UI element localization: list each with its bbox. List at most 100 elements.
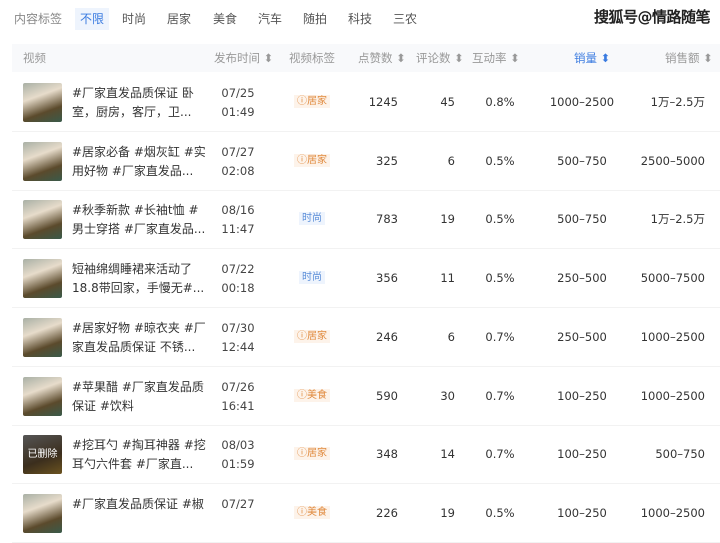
table-row[interactable]: #秋季新款 #长袖t恤 #男士穿搭 #厂家直发品... 08/16 11:47 时… [12, 190, 720, 250]
table-row[interactable]: #厂家直发品质保证 卧室，厨房，客厅，卫... 07/25 01:49 ⓘ居家 1… [12, 73, 720, 132]
publish-clock: 12:44 [221, 339, 255, 354]
sales-volume: 100–250 [557, 388, 607, 403]
comments-count: 19 [440, 212, 455, 227]
header-sales[interactable]: 销量 ⬍ [574, 51, 611, 65]
video-thumbnail[interactable] [23, 493, 62, 533]
tag-label: ⓘ美食 [294, 505, 330, 519]
publish-time: 07/27 02:08 [217, 143, 259, 181]
publish-clock: 00:18 [221, 281, 255, 296]
sales-volume: 250–500 [557, 329, 607, 344]
sales-revenue: 1000–2500 [640, 505, 705, 520]
header-comments[interactable]: 评论数 ⬍ [416, 51, 464, 65]
comments-count: 6 [447, 329, 455, 344]
filter-option-all[interactable]: 不限 [75, 8, 110, 30]
sales-volume: 500–750 [557, 153, 607, 168]
sales-revenue: 5000–7500 [640, 271, 705, 286]
video-tag: ⓘ居家 [282, 446, 342, 462]
video-thumbnail[interactable] [23, 376, 62, 416]
sales-revenue: 1万–2.5万 [650, 212, 705, 227]
interaction-rate: 0.5% [485, 212, 515, 227]
video-thumbnail[interactable] [23, 317, 62, 357]
interaction-rate: 0.8% [485, 95, 515, 109]
interaction-rate: 0.5% [485, 505, 515, 520]
video-tag: ⓘ美食 [282, 388, 342, 404]
likes-count: 1245 [368, 95, 398, 109]
sales-revenue: 500–750 [655, 447, 705, 462]
comments-count: 45 [440, 95, 455, 109]
interaction-rate: 0.5% [485, 153, 515, 168]
video-tag: 时尚 [282, 211, 342, 227]
comments-count: 6 [447, 153, 455, 168]
filter-option-fashion[interactable]: 时尚 [122, 12, 147, 26]
header-rate[interactable]: 互动率 ⬍ [472, 51, 520, 65]
tag-label: 时尚 [299, 212, 325, 226]
video-tag: ⓘ美食 [282, 505, 342, 521]
publish-clock: 02:08 [221, 163, 255, 178]
sales-volume: 500–750 [557, 212, 607, 227]
sales-volume: 250–500 [557, 271, 607, 286]
header-revenue[interactable]: 销售额 ⬍ [665, 51, 713, 65]
tag-label: ⓘ居家 [294, 95, 330, 108]
video-title[interactable]: #挖耳勺 #掏耳神器 #挖耳勺六件套 #厂家直... [72, 438, 206, 472]
comments-count: 19 [440, 505, 455, 520]
content-tag-filter: 内容标签 不限 时尚 居家 美食 汽车 随拍 科技 三农 [0, 8, 720, 30]
video-tag: ⓘ居家 [282, 153, 342, 169]
sales-revenue: 1000–2500 [640, 388, 705, 403]
tag-label: ⓘ居家 [294, 447, 330, 461]
filter-option-casual[interactable]: 随拍 [303, 12, 328, 26]
video-title[interactable]: #厂家直发品质保证 #椒 [72, 496, 204, 511]
likes-count: 325 [376, 153, 398, 168]
video-title[interactable]: #厂家直发品质保证 卧室，厨房，客厅，卫... [72, 86, 194, 119]
filter-label: 内容标签 [14, 12, 63, 26]
table-header: 视频 发布时间 ⬍ 视频标签 点赞数 ⬍ 评论数 ⬍ 互动率 ⬍ 销量 ⬍ 销售… [12, 44, 720, 72]
video-thumbnail[interactable] [23, 141, 62, 181]
video-thumbnail[interactable] [23, 83, 62, 122]
video-thumbnail[interactable] [23, 259, 62, 299]
header-time[interactable]: 发布时间 ⬍ [214, 51, 274, 65]
publish-time: 07/22 00:18 [217, 260, 259, 298]
sales-revenue: 1000–2500 [640, 329, 705, 344]
likes-count: 783 [376, 212, 398, 227]
likes-count: 590 [376, 388, 398, 403]
sales-revenue: 1万–2.5万 [650, 95, 705, 109]
watermark: 搜狐号@情路随笔 [593, 8, 711, 26]
header-likes[interactable]: 点赞数 ⬍ [358, 51, 406, 65]
tag-label: ⓘ居家 [294, 329, 330, 343]
table-row[interactable]: #居家好物 #晾衣夹 #厂家直发品质保证 不锈... 07/30 12:44 ⓘ居… [12, 308, 720, 367]
header-tag: 视频标签 [289, 51, 335, 65]
publish-date: 07/27 [221, 144, 255, 159]
publish-time: 07/27 [217, 495, 259, 514]
table-row[interactable]: #厂家直发品质保证 #椒 07/27 ⓘ美食 226 19 0.5% 100–2… [12, 484, 720, 543]
video-thumbnail[interactable] [23, 200, 62, 240]
filter-option-agri[interactable]: 三农 [393, 12, 418, 26]
interaction-rate: 0.7% [485, 447, 515, 462]
sales-volume: 100–250 [557, 447, 607, 462]
comments-count: 11 [440, 271, 455, 286]
publish-date: 07/26 [221, 379, 255, 394]
video-title[interactable]: #苹果醋 #厂家直发品质保证 #饮料 [72, 379, 204, 413]
table-row[interactable]: #居家必备 #烟灰缸 #实用好物 #厂家直发品... 07/27 02:08 ⓘ居… [12, 132, 720, 191]
publish-clock: 16:41 [221, 398, 255, 413]
video-title[interactable]: #居家好物 #晾衣夹 #厂家直发品质保证 不锈... [72, 320, 206, 354]
video-thumbnail[interactable]: 已删除 [23, 435, 62, 475]
header-video: 视频 [23, 51, 46, 65]
filter-option-tech[interactable]: 科技 [348, 12, 373, 26]
filter-option-food[interactable]: 美食 [213, 12, 238, 26]
sales-revenue: 2500–5000 [640, 153, 705, 168]
publish-date: 07/22 [221, 262, 255, 277]
interaction-rate: 0.7% [485, 329, 515, 344]
video-tag: 时尚 [282, 270, 342, 286]
table-row[interactable]: 已删除 #挖耳勺 #掏耳神器 #挖耳勺六件套 #厂家直... 08/03 01:5… [12, 425, 720, 485]
video-title[interactable]: #秋季新款 #长袖t恤 #男士穿搭 #厂家直发品... [72, 203, 206, 237]
likes-count: 226 [376, 505, 398, 520]
tag-label: ⓘ居家 [294, 153, 330, 167]
table-row[interactable]: #苹果醋 #厂家直发品质保证 #饮料 07/26 16:41 ⓘ美食 590 30… [12, 367, 720, 426]
table-row[interactable]: 短袖绵绸睡裙来活动了18.8带回家，手慢无#... 07/22 00:18 时尚 … [12, 249, 720, 309]
filter-option-auto[interactable]: 汽车 [258, 12, 283, 26]
comments-count: 14 [440, 447, 455, 462]
video-title[interactable]: #居家必备 #烟灰缸 #实用好物 #厂家直发品... [72, 144, 206, 178]
video-title[interactable]: 短袖绵绸睡裙来活动了18.8带回家，手慢无#... [72, 262, 205, 296]
publish-date: 07/25 [221, 86, 255, 100]
tag-label: 时尚 [299, 271, 325, 285]
filter-option-home[interactable]: 居家 [167, 12, 192, 26]
